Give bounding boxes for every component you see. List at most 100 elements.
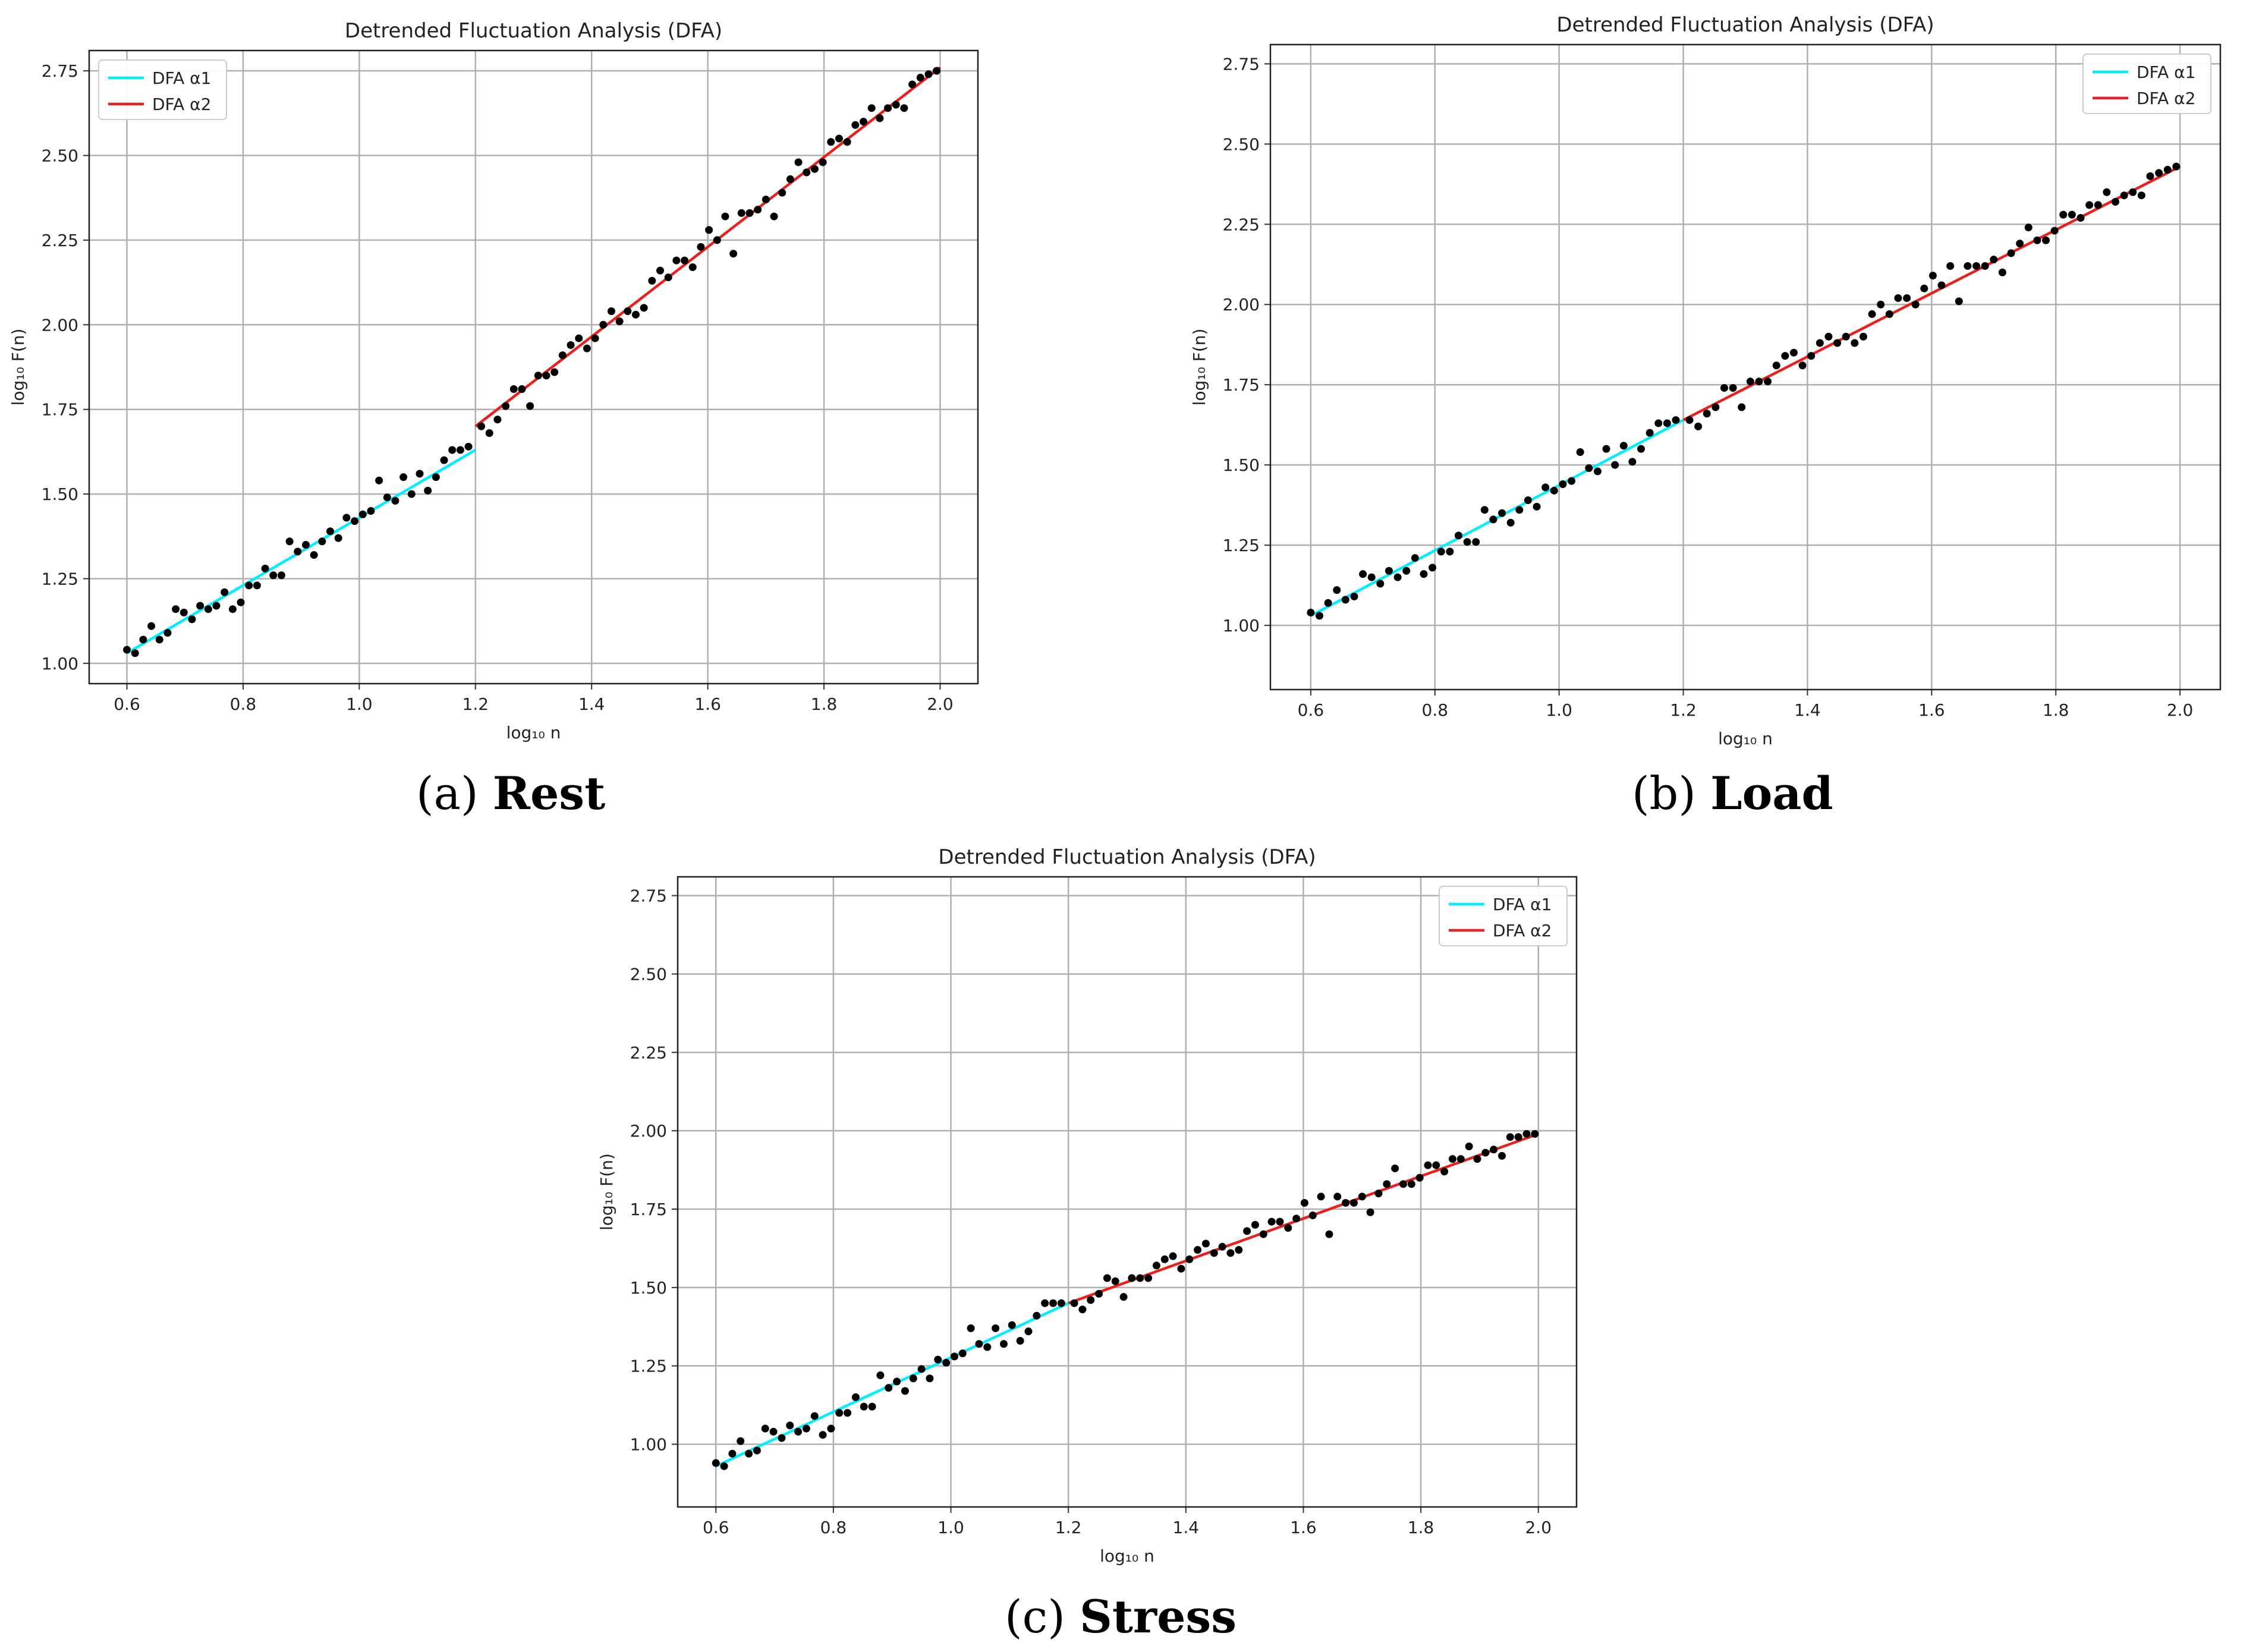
data-point xyxy=(1402,567,1411,575)
chart-stress-svg: Detrended Fluctuation Analysis (DFA) 0.6 0… xyxy=(597,845,1578,1566)
data-point xyxy=(1259,1230,1267,1238)
data-point xyxy=(1087,1296,1095,1304)
chart-panel-stress: Detrended Fluctuation Analysis (DFA) 0.6 0… xyxy=(589,829,1599,1584)
data-point xyxy=(2076,213,2085,222)
data-point xyxy=(1498,509,1506,517)
data-point xyxy=(237,598,245,606)
data-point xyxy=(728,1449,737,1458)
data-point xyxy=(1685,416,1694,424)
caption-stress-name: Stress xyxy=(1080,1590,1237,1643)
chart-load-svg: Detrended Fluctuation Analysis (DFA) 0.6 0… xyxy=(1190,13,2222,748)
data-point xyxy=(358,510,367,518)
data-point xyxy=(721,212,729,221)
data-point xyxy=(681,256,689,265)
data-point xyxy=(375,476,383,484)
data-point xyxy=(737,1437,745,1445)
data-point xyxy=(1393,573,1402,581)
data-point xyxy=(1514,1133,1522,1141)
legend-entry: DFA α1 xyxy=(2137,62,2195,82)
data-point xyxy=(1672,416,1680,424)
data-point xyxy=(745,209,754,217)
data-point xyxy=(1448,1155,1456,1163)
data-point xyxy=(1333,1192,1342,1201)
data-point xyxy=(901,1387,909,1395)
data-point xyxy=(1531,1129,1539,1138)
x-tick-label: 1.4 xyxy=(1794,700,1821,720)
data-point xyxy=(1429,564,1437,572)
data-point xyxy=(1456,1155,1465,1163)
data-point xyxy=(1420,570,1428,578)
data-point xyxy=(1317,1192,1325,1201)
y-tick-label: 1.00 xyxy=(1223,616,1260,635)
fit-line-alpha2 xyxy=(474,66,941,427)
data-point xyxy=(1755,377,1763,386)
data-point xyxy=(1576,448,1584,457)
data-point xyxy=(1300,1198,1308,1207)
data-point xyxy=(1325,1230,1333,1238)
data-point xyxy=(1611,461,1619,469)
data-point xyxy=(123,646,131,654)
data-point xyxy=(1506,1133,1514,1141)
data-point xyxy=(1144,1274,1153,1282)
data-point xyxy=(1694,422,1703,430)
x-tick-label: 0.8 xyxy=(1422,700,1449,720)
data-point xyxy=(518,385,526,394)
data-point xyxy=(1411,554,1419,562)
data-point xyxy=(1541,483,1550,492)
data-point xyxy=(1111,1277,1119,1285)
data-point xyxy=(656,266,665,275)
data-point xyxy=(892,100,900,109)
legend-entry: DFA α2 xyxy=(152,95,211,114)
data-point xyxy=(1550,486,1558,495)
data-point xyxy=(1033,1311,1041,1320)
data-point xyxy=(851,121,860,129)
data-point xyxy=(326,527,335,536)
data-point xyxy=(196,602,204,610)
x-tick-label: 1.8 xyxy=(1408,1518,1434,1537)
data-point xyxy=(1359,570,1367,578)
data-point xyxy=(958,1349,967,1358)
y-tick-label: 1.25 xyxy=(630,1357,667,1376)
data-point xyxy=(2172,162,2181,171)
data-point xyxy=(2137,191,2145,200)
data-point xyxy=(1490,1146,1498,1154)
x-tick-label: 1.4 xyxy=(578,694,605,714)
data-point xyxy=(1024,1327,1033,1336)
x-tick-label: 2.0 xyxy=(1525,1518,1552,1537)
caption-rest-label: (a) xyxy=(416,767,479,820)
data-point xyxy=(950,1352,958,1361)
data-point xyxy=(917,1365,926,1373)
chart-title: Detrended Fluctuation Analysis (DFA) xyxy=(938,845,1316,869)
chart-panel-load: Detrended Fluctuation Analysis (DFA) 0.6 0… xyxy=(1168,0,2238,749)
data-point xyxy=(908,80,917,89)
x-tick-label: 1.8 xyxy=(2043,700,2069,720)
data-point xyxy=(803,168,811,177)
y-tick-label: 2.25 xyxy=(630,1043,667,1062)
data-point xyxy=(575,334,583,342)
data-point xyxy=(697,243,705,251)
x-tick-label: 1.6 xyxy=(1918,700,1945,720)
data-point xyxy=(607,307,615,316)
x-tick-label: 0.8 xyxy=(820,1518,847,1537)
data-point xyxy=(1160,1255,1169,1263)
data-point xyxy=(277,571,285,580)
caption-stress-label: (c) xyxy=(1005,1590,1065,1643)
x-tick-label: 1.2 xyxy=(463,694,489,714)
y-tick-label: 1.25 xyxy=(42,569,78,589)
data-point xyxy=(893,1377,901,1386)
data-point xyxy=(631,310,640,319)
data-point xyxy=(999,1340,1008,1348)
data-point xyxy=(1446,547,1454,556)
data-point xyxy=(2085,201,2094,209)
data-point xyxy=(827,1424,835,1433)
data-point xyxy=(1243,1227,1251,1235)
data-point xyxy=(712,1459,720,1467)
data-point xyxy=(432,473,440,482)
data-point xyxy=(1619,442,1628,450)
data-point xyxy=(558,351,567,360)
data-point xyxy=(509,385,518,394)
data-point xyxy=(1559,480,1567,489)
data-point xyxy=(851,1393,860,1401)
data-point xyxy=(770,212,778,221)
data-point xyxy=(1522,1129,1531,1138)
